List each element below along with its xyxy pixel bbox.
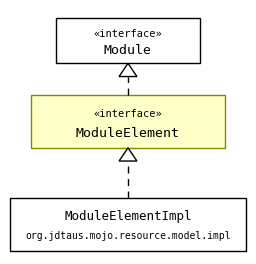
Text: Module: Module — [104, 44, 152, 57]
Text: ModuleElement: ModuleElement — [76, 126, 180, 140]
Text: org.jdtaus.mojo.resource.model.impl: org.jdtaus.mojo.resource.model.impl — [25, 231, 231, 241]
Bar — [31, 95, 225, 148]
Text: «interface»: «interface» — [94, 29, 162, 39]
Bar — [56, 18, 200, 63]
Polygon shape — [119, 63, 137, 77]
Text: ModuleElementImpl: ModuleElementImpl — [64, 210, 192, 223]
Polygon shape — [119, 148, 137, 161]
Text: «interface»: «interface» — [94, 109, 162, 119]
Bar — [10, 198, 246, 251]
